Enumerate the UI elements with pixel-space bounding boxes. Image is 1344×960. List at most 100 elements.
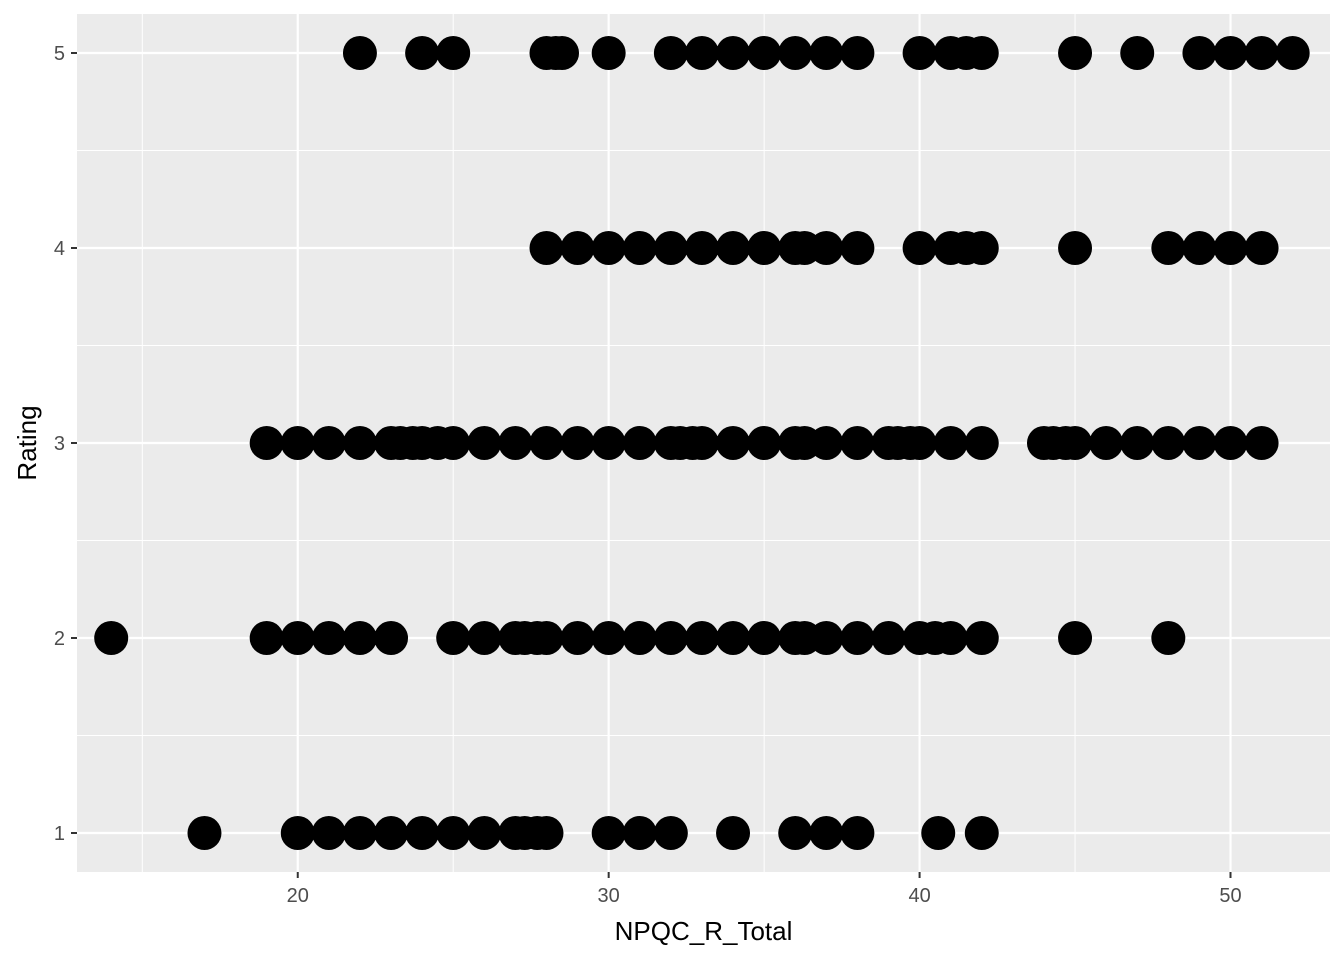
data-point — [1120, 36, 1155, 70]
data-point — [747, 426, 782, 460]
data-point — [653, 36, 688, 70]
data-point — [622, 621, 657, 655]
data-point — [809, 426, 844, 460]
data-point — [280, 426, 315, 460]
data-point — [545, 36, 580, 70]
data-point — [653, 816, 688, 850]
data-point — [840, 426, 875, 460]
data-point — [902, 231, 937, 265]
data-point — [1151, 426, 1186, 460]
data-point — [187, 816, 222, 850]
y-tick-label: 5 — [54, 43, 65, 65]
data-point — [809, 36, 844, 70]
data-point — [249, 621, 284, 655]
data-point — [467, 621, 502, 655]
data-point — [560, 231, 595, 265]
data-point — [964, 231, 999, 265]
y-tick-label: 3 — [54, 433, 65, 455]
x-tick-label: 30 — [598, 885, 620, 907]
data-point — [591, 426, 626, 460]
data-point — [405, 36, 440, 70]
data-point — [840, 36, 875, 70]
data-point — [529, 231, 564, 265]
data-point — [280, 621, 315, 655]
x-axis-title: NPQC_R_Total — [615, 916, 793, 946]
data-point — [342, 621, 377, 655]
y-tick-label: 1 — [54, 823, 65, 845]
data-point — [840, 816, 875, 850]
data-point — [467, 816, 502, 850]
data-point — [94, 621, 129, 655]
y-axis: 1 2 3 4 5 — [54, 43, 77, 845]
data-point — [1182, 231, 1217, 265]
data-point — [1213, 36, 1248, 70]
data-point — [1182, 426, 1217, 460]
data-point — [871, 621, 906, 655]
data-point — [529, 426, 564, 460]
data-points — [94, 36, 1310, 850]
data-point — [591, 36, 626, 70]
data-point — [840, 231, 875, 265]
data-point — [964, 36, 999, 70]
data-point — [1275, 36, 1310, 70]
data-point — [809, 816, 844, 850]
data-point — [809, 621, 844, 655]
data-point — [1058, 621, 1093, 655]
data-point — [716, 231, 751, 265]
data-point — [684, 426, 719, 460]
data-point — [249, 426, 284, 460]
data-point — [622, 816, 657, 850]
data-point — [1151, 621, 1186, 655]
data-point — [436, 426, 471, 460]
data-point — [529, 816, 564, 850]
data-point — [405, 816, 440, 850]
data-point — [498, 426, 533, 460]
data-point — [560, 426, 595, 460]
data-point — [716, 816, 751, 850]
data-point — [747, 231, 782, 265]
data-point — [622, 231, 657, 265]
data-point — [529, 621, 564, 655]
data-point — [933, 426, 968, 460]
data-point — [964, 426, 999, 460]
data-point — [809, 231, 844, 265]
y-tick-label: 2 — [54, 628, 65, 650]
data-point — [653, 231, 688, 265]
data-point — [778, 816, 813, 850]
data-point — [747, 621, 782, 655]
data-point — [311, 816, 346, 850]
data-point — [1089, 426, 1124, 460]
data-point — [902, 426, 937, 460]
data-point — [560, 621, 595, 655]
data-point — [591, 621, 626, 655]
data-point — [342, 816, 377, 850]
data-point — [1058, 231, 1093, 265]
data-point — [1058, 36, 1093, 70]
x-tick-label: 50 — [1219, 885, 1241, 907]
data-point — [591, 816, 626, 850]
data-point — [902, 36, 937, 70]
data-point — [684, 621, 719, 655]
data-point — [591, 231, 626, 265]
data-point — [921, 816, 956, 850]
data-point — [747, 36, 782, 70]
data-point — [1151, 231, 1186, 265]
y-tick-label: 4 — [54, 238, 65, 260]
data-point — [716, 426, 751, 460]
data-point — [622, 426, 657, 460]
data-point — [933, 621, 968, 655]
data-point — [684, 231, 719, 265]
data-point — [1120, 426, 1155, 460]
data-point — [684, 36, 719, 70]
data-point — [716, 621, 751, 655]
data-point — [436, 36, 471, 70]
x-tick-label: 40 — [908, 885, 930, 907]
data-point — [1244, 36, 1279, 70]
data-point — [653, 621, 688, 655]
data-point — [1213, 426, 1248, 460]
data-point — [716, 36, 751, 70]
data-point — [280, 816, 315, 850]
y-axis-title: Rating — [12, 405, 42, 480]
